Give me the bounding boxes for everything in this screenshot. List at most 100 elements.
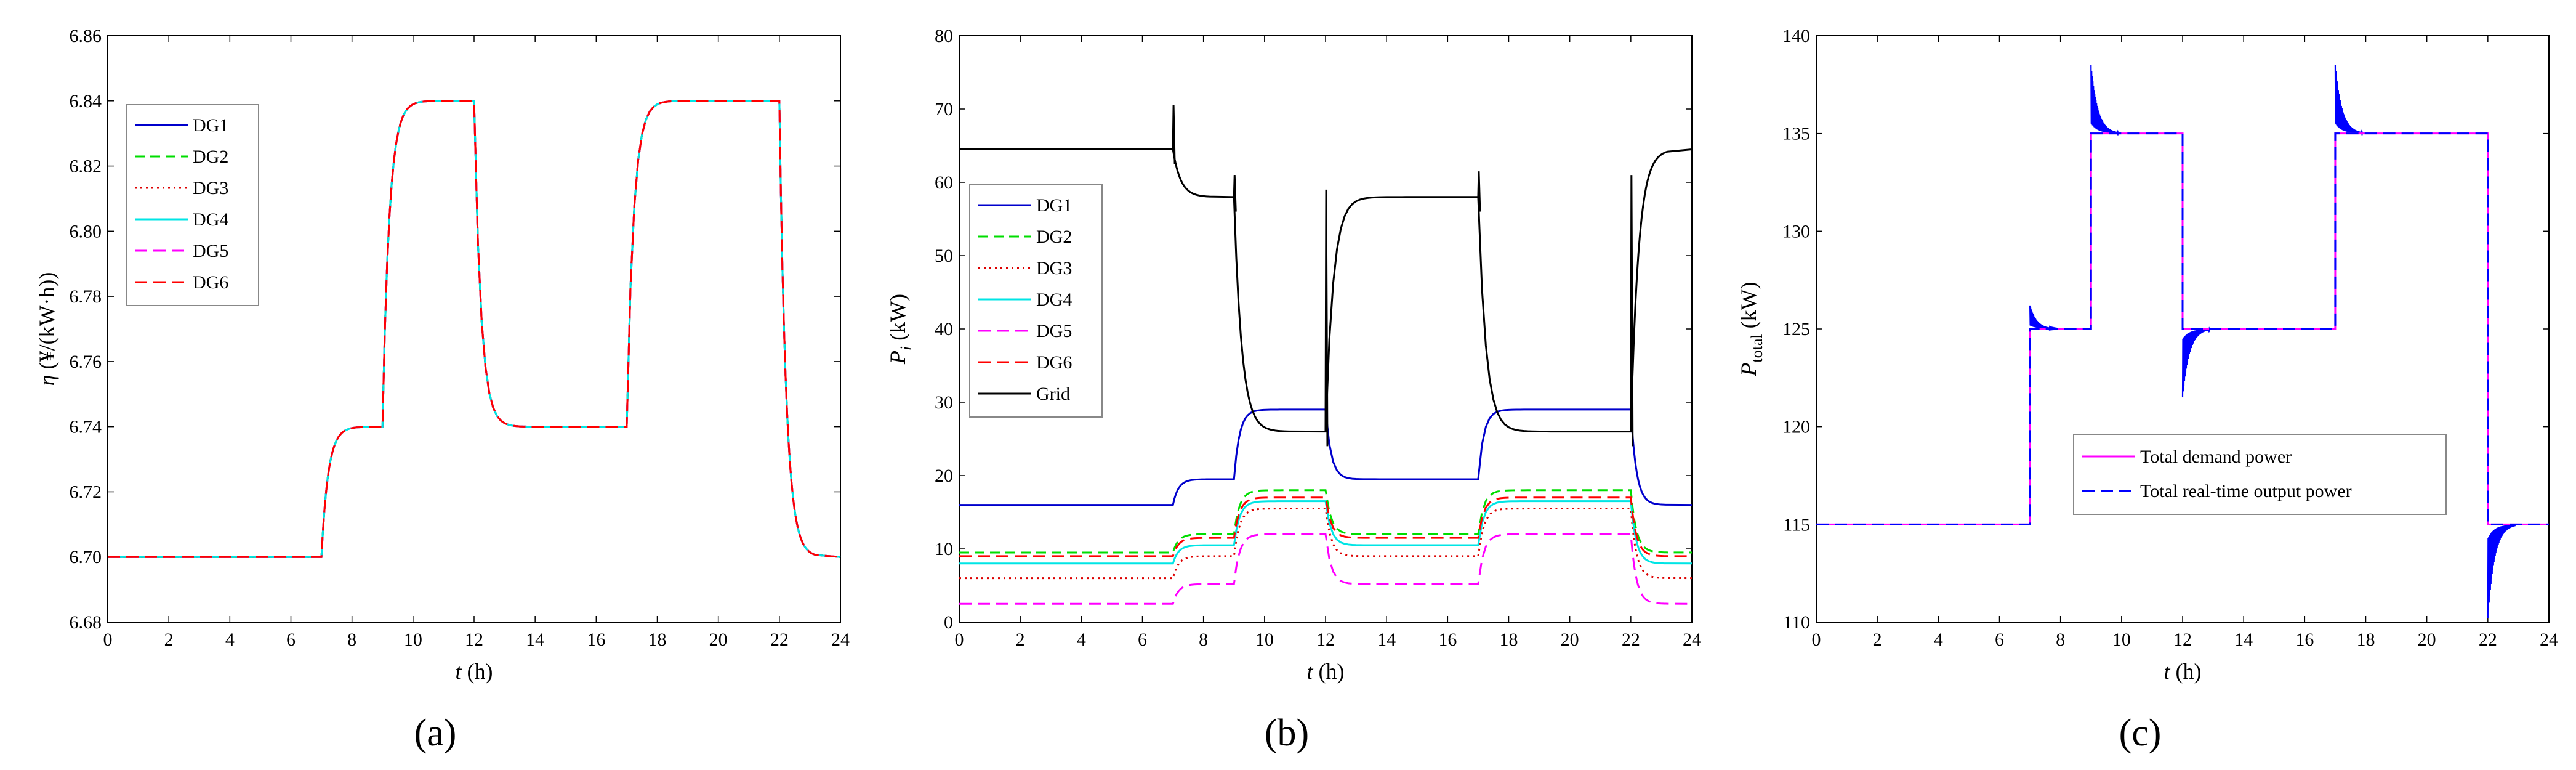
x-tick-label: 8 <box>1199 630 1208 650</box>
panel-c-label: (c) <box>2119 712 2162 754</box>
series-line-dg2 <box>959 489 1693 554</box>
y-tick-label: 6.86 <box>70 26 102 46</box>
x-tick-label: 22 <box>770 630 789 650</box>
panel-a-label: (a) <box>414 712 457 754</box>
x-tick-label: 20 <box>709 630 728 650</box>
y-tick-label: 40 <box>935 319 953 339</box>
y-tick-label: 20 <box>935 466 953 486</box>
x-tick-label: 12 <box>1316 630 1335 650</box>
legend-label-dg6: DG6 <box>193 272 228 293</box>
legend-label-dg4: DG4 <box>1036 290 1072 310</box>
y-axis-unit: (¥/(kW·h)) <box>34 272 59 375</box>
y-tick-label: 30 <box>935 392 953 413</box>
panel-c-chart: 0 2 4 6 8 10 12 14 16 18 20 22 241101151201251301351… <box>1736 26 2558 684</box>
y-tick-label: 0 <box>944 612 953 633</box>
y-tick-label: 50 <box>935 246 953 266</box>
legend-label: Total demand power <box>2140 447 2292 467</box>
x-tick-label: 24 <box>831 630 850 650</box>
x-tick-label: 20 <box>1561 630 1579 650</box>
x-tick-label: 24 <box>2540 630 2558 650</box>
y-tick-label: 6.82 <box>70 156 102 177</box>
x-tick-label: 24 <box>1683 630 1701 650</box>
series-line-total-realtime <box>1816 132 2549 525</box>
x-axis-label: t (h) <box>1307 659 1345 684</box>
y-tick-label: 80 <box>935 26 953 46</box>
legend-label-grid: Grid <box>1036 384 1070 404</box>
x-tick-label: 20 <box>2418 630 2436 650</box>
legend-label-dg3: DG3 <box>1036 258 1072 278</box>
x-tick-label: 18 <box>2357 630 2375 650</box>
grid-transient-spike <box>1324 189 1329 447</box>
legend-box <box>2073 434 2447 515</box>
y-tick-label: 120 <box>1782 417 1810 437</box>
x-tick-label: 0 <box>1812 630 1821 650</box>
x-axis-unit: (h) <box>1313 659 1345 684</box>
series-line-dg4 <box>959 500 1693 565</box>
y-tick-label: 6.72 <box>70 482 102 502</box>
x-tick-label: 16 <box>587 630 605 650</box>
x-tick-label: 22 <box>2479 630 2497 650</box>
x-tick-label: 6 <box>1995 630 2004 650</box>
x-tick-label: 10 <box>404 630 422 650</box>
grid-transient-spike <box>1172 105 1176 164</box>
legend-label-dg4: DG4 <box>193 209 228 230</box>
y-axis-unit: (kW) <box>1736 282 1761 334</box>
y-tick-label: 6.70 <box>70 547 102 567</box>
x-tick-label: 2 <box>164 630 174 650</box>
legend-label-dg2: DG2 <box>1036 227 1072 247</box>
y-tick-label: 6.68 <box>70 612 102 633</box>
series-line-grid <box>959 148 1693 433</box>
y-tick-label: 70 <box>935 99 953 120</box>
legend-label-dg3: DG3 <box>193 178 228 198</box>
x-tick-label: 10 <box>2112 630 2131 650</box>
x-tick-label: 2 <box>1873 630 1882 650</box>
y-tick-label: 130 <box>1782 221 1810 241</box>
y-axis-symbol: η <box>34 375 59 386</box>
legend-label-dg5: DG5 <box>193 241 228 261</box>
x-tick-label: 10 <box>1255 630 1274 650</box>
series-line-dg5 <box>959 533 1693 605</box>
y-tick-label: 115 <box>1783 514 1810 535</box>
x-axis-label: t (h) <box>456 659 493 684</box>
x-tick-label: 8 <box>347 630 356 650</box>
x-axis-label: t (h) <box>2164 659 2202 684</box>
y-axis-subscript: total <box>1748 334 1766 362</box>
x-tick-label: 18 <box>1500 630 1518 650</box>
y-tick-label: 6.76 <box>70 352 102 372</box>
x-tick-label: 6 <box>286 630 296 650</box>
y-tick-label: 6.80 <box>70 221 102 241</box>
panel-a-chart: 0 2 4 6 8 10 12 14 16 18 20 22 246.686.706.726.746.7… <box>34 26 850 684</box>
x-axis-symbol: t <box>456 659 462 684</box>
series-line-dg1 <box>959 408 1693 506</box>
panel-b-label: (b) <box>1265 712 1309 754</box>
legend-box <box>969 184 1103 418</box>
series-line-dg6 <box>108 100 841 558</box>
y-axis-label: Ptotal (kW) <box>1736 282 1766 376</box>
legend-box <box>126 104 259 306</box>
legend-label-dg5: DG5 <box>1036 321 1072 341</box>
legend-label-dg6: DG6 <box>1036 352 1072 373</box>
y-axis-subscript: i <box>897 346 915 351</box>
y-tick-label: 10 <box>935 539 953 559</box>
grid-transient-spike <box>1630 175 1634 447</box>
x-axis-symbol: t <box>2164 659 2171 684</box>
legend-label-dg2: DG2 <box>193 147 228 167</box>
x-tick-label: 0 <box>103 630 113 650</box>
legend-label-dg1: DG1 <box>193 115 228 136</box>
y-tick-label: 6.84 <box>70 91 102 111</box>
x-tick-label: 14 <box>1377 630 1396 650</box>
series-line-dg3 <box>959 508 1693 580</box>
x-tick-label: 18 <box>648 630 667 650</box>
panel-b-chart: 0 2 4 6 8 10 12 14 16 18 20 22 2401020304050607080t … <box>885 26 1701 684</box>
legend-label-dg1: DG1 <box>1036 195 1072 216</box>
x-tick-label: 14 <box>2234 630 2253 650</box>
grid-transient-spike <box>1477 171 1481 212</box>
y-tick-label: 60 <box>935 172 953 193</box>
y-tick-label: 6.78 <box>70 286 102 307</box>
y-axis-label: η (¥/(kW·h)) <box>34 272 59 386</box>
y-axis-label: Pi (kW) <box>885 294 915 365</box>
x-tick-label: 6 <box>1138 630 1147 650</box>
y-tick-label: 6.74 <box>70 417 102 437</box>
x-tick-label: 2 <box>1016 630 1025 650</box>
